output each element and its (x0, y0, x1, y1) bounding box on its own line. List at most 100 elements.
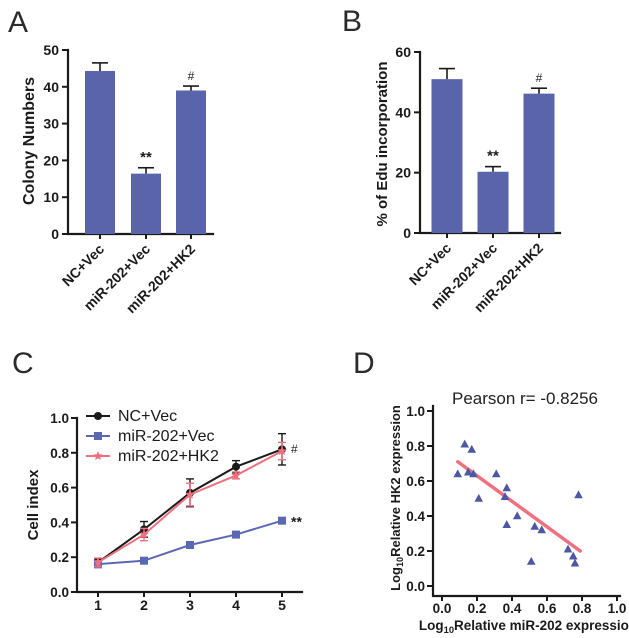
data-point-triangle (491, 469, 501, 478)
y-tick-label: 0.8 (406, 439, 425, 454)
data-point-triangle (463, 467, 473, 476)
legend-item: miR-202+Vec (86, 428, 215, 445)
significance-marker: ** (140, 149, 152, 166)
marker-square (232, 530, 240, 539)
data-point-triangle (502, 483, 512, 492)
marker-star (93, 557, 103, 567)
data-point-triangle (474, 493, 484, 502)
y-tick-label: 0 (51, 226, 59, 242)
axes (431, 404, 622, 598)
significance-marker: ** (291, 514, 302, 530)
x-tick-label: 1 (94, 597, 102, 613)
y-tick-label: 0.6 (50, 481, 69, 496)
series-mir-202-vec (94, 516, 286, 569)
x-axis-title: Log10Relative miR-202 expression (419, 618, 629, 635)
legend-label: NC+Vec (118, 408, 177, 425)
data-point-triangle (570, 558, 580, 567)
x-tick-label: 3 (186, 597, 194, 613)
panel-b-bar-chart: 0204060NC+Vec**miR-202+Vec#miR-202+HK2% … (374, 44, 562, 315)
y-tick-label: 1.0 (50, 411, 69, 426)
x-tick-label: 2 (140, 597, 148, 613)
marker-square (186, 541, 194, 550)
x-tick-label: 0.8 (573, 601, 592, 616)
y-axis-title: Colony Numbers (21, 77, 38, 205)
marker-star (139, 529, 149, 539)
marker-circle (94, 412, 102, 420)
y-tick-label: 40 (395, 104, 411, 120)
data-point-triangle (502, 520, 512, 528)
y-tick-label: 60 (395, 44, 411, 60)
significance-marker: # (536, 71, 543, 85)
x-tick-label: 5 (278, 597, 286, 613)
marker-star (231, 470, 241, 480)
legend-item: miR-202+HK2 (86, 448, 219, 465)
y-tick-label: 0.4 (406, 509, 425, 524)
marker-circle (232, 462, 240, 471)
significance-marker: ** (487, 148, 499, 165)
data-point-triangle (526, 556, 536, 565)
marker-square (278, 516, 286, 525)
bar-mir-202-vec (477, 171, 509, 233)
significance-marker: # (188, 69, 195, 83)
y-tick-label: 0 (403, 225, 411, 241)
x-tick-label: 0.0 (433, 601, 452, 616)
panel-label-c: C (12, 347, 35, 380)
y-tick-label: 0.2 (406, 544, 425, 559)
marker-star (277, 446, 287, 456)
data-point-triangle (453, 469, 463, 478)
legend-item: NC+Vec (86, 408, 177, 425)
data-point-triangle (574, 490, 583, 499)
panel-a-bar-chart: 01020304050NC+Vec**miR-202+Vec#miR-202+H… (21, 42, 215, 316)
data-point-triangle (568, 551, 578, 560)
y-tick-label: 40 (43, 79, 59, 95)
panel-label-a: A (8, 6, 29, 39)
panel-label-b: B (342, 5, 363, 38)
bar-mir-202-vec (131, 173, 161, 234)
marker-star (93, 451, 103, 461)
y-tick-label: 50 (43, 42, 59, 58)
bar-mir-202-hk2 (176, 90, 206, 234)
y-tick-label: 30 (43, 116, 59, 132)
y-tick-label: 1.0 (406, 404, 425, 419)
y-axis-title: Log10Relative HK2 expression (388, 405, 405, 591)
data-point-triangle (469, 469, 478, 478)
data-point-triangle (500, 492, 510, 500)
y-tick-label: 0.0 (50, 585, 69, 600)
data-point-triangle (530, 521, 540, 530)
panel-c-line-chart: 0.0 0.2 0.4 0.6 0.8 1.0 1 2 3 4 5 Cell index ** # NC+V… (25, 408, 304, 613)
panel-d-scatter-chart: 0.0 0.2 0.4 0.6 0.8 1.0 0.0 0.2 0.4 0.6 0.8 1.0 Pear… (388, 389, 629, 635)
pearson-title: Pearson r= -0.8256 (452, 389, 598, 408)
y-tick-label: 0.8 (50, 446, 69, 461)
x-tick-label: 0.4 (503, 601, 522, 616)
x-tick-label: 0.6 (538, 601, 557, 616)
y-tick-label: 20 (43, 152, 59, 168)
y-tick-label: 0.2 (50, 550, 69, 565)
bar-nc-vec (85, 70, 115, 234)
x-tick-label: 4 (232, 597, 240, 613)
regression-line (456, 460, 582, 553)
legend-label: miR-202+Vec (118, 428, 215, 445)
marker-square (94, 432, 102, 440)
y-tick-label: 0.4 (50, 515, 69, 530)
marker-square (140, 556, 148, 565)
y-axis-title: Cell index (25, 469, 42, 541)
legend-label: miR-202+HK2 (118, 448, 219, 465)
data-point-triangle (537, 525, 547, 534)
y-tick-label: 0.0 (406, 579, 425, 594)
marker-star (185, 489, 195, 499)
data-point-triangle (467, 444, 477, 453)
data-point-triangle (512, 511, 522, 520)
y-axis-title: % of Edu incorporation (374, 62, 391, 227)
series-mir-202-hk2 (93, 441, 287, 568)
x-tick-label: 1.0 (608, 601, 627, 616)
significance-marker: # (291, 442, 298, 456)
y-tick-label: 10 (43, 189, 59, 205)
data-point-triangle (460, 439, 470, 448)
y-tick-label: 20 (395, 165, 411, 181)
x-tick-label: 0.2 (468, 601, 487, 616)
bar-mir-202-hk2 (523, 93, 555, 233)
panel-label-d: D (353, 347, 376, 380)
data-point-triangle (563, 544, 573, 553)
